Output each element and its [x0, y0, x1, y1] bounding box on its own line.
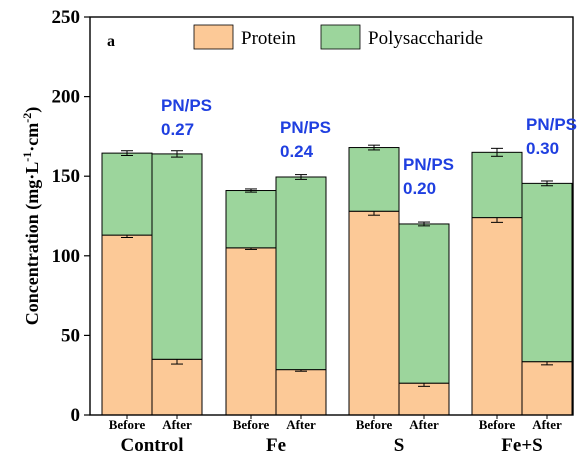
bar-segment-polysaccharide [151, 153, 203, 360]
y-tick-label: 50 [61, 325, 80, 346]
error-bar [171, 150, 183, 158]
x-tick-label-after: After [532, 417, 562, 432]
bar-segment-polysaccharide [471, 151, 523, 219]
pnps-annotation: PN/PS 0.20 [403, 155, 454, 198]
pnps-annotation-value: 0.20 [403, 179, 436, 198]
error-bar [245, 188, 257, 193]
error-bar [491, 147, 503, 157]
x-tick-label-before: Before [109, 417, 146, 432]
bar-segment-protein [521, 361, 573, 416]
x-tick-label-before: Before [356, 417, 393, 432]
bar-segment-polysaccharide [101, 152, 153, 236]
error-bar [418, 221, 430, 227]
legend-label-polysaccharide: Polysaccharide [368, 28, 483, 49]
y-axis-title: Concentration (mg·L-1·cm-2) [20, 107, 43, 326]
bar-segment-protein [101, 234, 153, 416]
x-tick-label-after: After [409, 417, 439, 432]
bar-segment-protein [471, 217, 523, 416]
legend-label-protein: Protein [241, 28, 296, 49]
group-label: S [394, 435, 405, 454]
pnps-annotation-label: PN/PS [280, 118, 331, 137]
panel-label: a [107, 33, 115, 50]
x-tick-label-before: Before [479, 417, 516, 432]
pnps-annotation-value: 0.24 [280, 142, 314, 161]
y-axis: 0 50 100 150 200 250 [52, 7, 90, 426]
group-label: Fe+S [501, 435, 542, 454]
bar-segment-polysaccharide [398, 223, 450, 384]
legend-swatch-polysaccharide [320, 24, 361, 50]
plot-frame [89, 16, 574, 416]
bar-segment-protein [398, 382, 450, 416]
x-tick-label-after: After [286, 417, 316, 432]
error-bar [295, 174, 307, 180]
bar-segment-polysaccharide [348, 147, 400, 212]
x-tick-label-after: After [162, 417, 192, 432]
bar-segment-polysaccharide [521, 182, 573, 363]
bar-segment-protein [225, 247, 277, 416]
bar-segment-polysaccharide [275, 176, 327, 371]
bar-segment-protein [151, 358, 203, 416]
y-tick-label: 100 [52, 246, 81, 267]
ratio-annotations: PN/PS 0.27 PN/PS 0.24 PN/PS 0.20 PN/PS 0.30 [161, 96, 577, 198]
legend-swatch-protein [193, 24, 234, 50]
x-tick-label-before: Before [233, 417, 270, 432]
pnps-annotation-value: 0.30 [526, 139, 559, 158]
bar-segment-protein [275, 369, 327, 416]
error-bar [368, 144, 380, 151]
pnps-annotation: PN/PS 0.27 [161, 96, 212, 139]
pnps-annotation-label: PN/PS [526, 115, 577, 134]
pnps-annotation-value: 0.27 [161, 120, 194, 139]
pnps-annotation: PN/PS 0.30 [526, 115, 577, 158]
bar-segment-protein [348, 210, 400, 416]
legend: Protein Polysaccharide [193, 24, 483, 50]
pnps-annotation-label: PN/PS [161, 96, 212, 115]
pnps-annotation-label: PN/PS [403, 155, 454, 174]
y-tick-label: 250 [52, 7, 81, 28]
group-label: Fe [266, 435, 286, 454]
bars-layer [101, 144, 573, 416]
bar-segment-polysaccharide [225, 190, 277, 249]
y-tick-label: 150 [52, 166, 81, 187]
pnps-annotation: PN/PS 0.24 [280, 118, 331, 161]
y-tick-label: 0 [71, 405, 81, 426]
group-label: Control [121, 435, 184, 454]
error-bar [121, 150, 133, 157]
error-bar [541, 180, 553, 187]
y-tick-label: 200 [52, 87, 81, 108]
x-axis-labels: Before After Before After Before After Before A… [109, 415, 562, 454]
